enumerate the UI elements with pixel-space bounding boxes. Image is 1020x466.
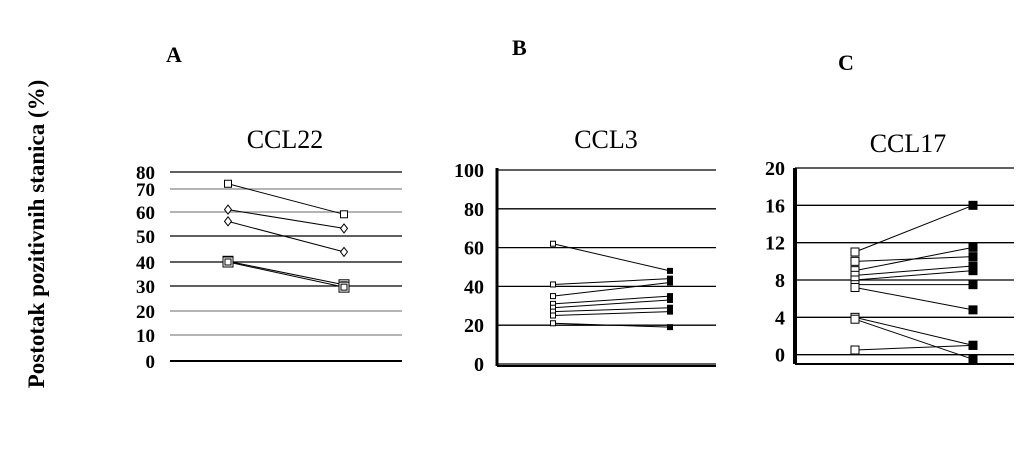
data-point-c (851, 346, 859, 354)
data-point-a (225, 205, 232, 214)
data-point-b (668, 268, 673, 273)
data-point-b (668, 297, 673, 302)
series-line-c (855, 205, 973, 252)
y-tick-label-b: 100 (454, 160, 484, 182)
data-point-c (969, 201, 977, 209)
data-point-a (341, 224, 348, 233)
data-point-b (551, 313, 556, 318)
y-tick-label-c: 0 (775, 345, 785, 367)
data-point-c (969, 243, 977, 251)
data-point-c (851, 315, 859, 323)
data-point-c (851, 283, 859, 291)
chart-panel-b: B CCL3 0 20 40 60 80 100 (454, 35, 716, 376)
series-line-b (553, 296, 670, 304)
series-line-c (855, 345, 973, 350)
data-point-c (969, 281, 977, 289)
data-point-inner-a (341, 284, 347, 290)
panel-label-b: B (512, 35, 527, 60)
data-point-c (969, 253, 977, 261)
data-point-c (851, 257, 859, 265)
chart-title-c: CCL17 (870, 129, 947, 158)
panel-label-a: A (166, 42, 182, 67)
y-tick-label-b: 0 (474, 354, 484, 376)
y-tick-label-a: 0 (146, 352, 156, 373)
panel-label-c: C (838, 50, 854, 75)
y-tick-label-c: 4 (775, 307, 785, 329)
series-line-a (228, 184, 344, 215)
y-tick-label-c: 8 (775, 270, 785, 292)
series-line-a (228, 262, 344, 287)
data-point-b (668, 325, 673, 330)
data-point-c (969, 355, 977, 363)
y-tick-label-b: 20 (464, 315, 484, 337)
y-tick-label-c: 20 (765, 158, 785, 180)
y-tick-label-b: 80 (464, 199, 484, 221)
series-line-c (855, 287, 973, 309)
y-tick-label-a: 80 (136, 163, 155, 184)
series-line-b (553, 308, 670, 312)
plot-area-c: 0 4 8 12 16 20 (765, 158, 1014, 367)
y-tick-label-a: 50 (136, 227, 155, 248)
y-tick-label-c: 16 (765, 195, 785, 217)
series-line-c (855, 319, 973, 359)
data-point-c (969, 306, 977, 314)
chart-title-a: CCL22 (247, 125, 324, 154)
y-tick-label-c: 12 (765, 233, 785, 255)
figure-y-axis-label: Postotak pozitivnih stanica (%) (24, 80, 49, 389)
y-tick-label-a: 20 (136, 302, 155, 323)
series-line-b (553, 283, 670, 297)
data-point-b (668, 309, 673, 314)
data-point-a (341, 211, 348, 218)
data-point-b (551, 294, 556, 299)
data-point-a (225, 180, 232, 187)
chart-title-b: CCL3 (574, 125, 638, 154)
data-point-b (551, 282, 556, 287)
data-point-b (551, 241, 556, 246)
series-line-b (553, 300, 670, 308)
data-point-c (969, 341, 977, 349)
y-tick-label-a: 60 (136, 203, 155, 224)
series-line-c (855, 317, 973, 345)
series-line-c (855, 271, 973, 280)
data-point-a (341, 247, 348, 256)
chart-panel-c: C CCL17 0 4 8 12 16 20 (765, 50, 1014, 367)
y-tick-label-b: 40 (464, 276, 484, 298)
series-line-a (228, 261, 344, 285)
data-point-c (851, 248, 859, 256)
data-point-c (969, 267, 977, 275)
data-point-b (668, 280, 673, 285)
series-line-b (553, 279, 670, 285)
y-tick-label-a: 30 (136, 277, 155, 298)
y-tick-label-a: 40 (136, 253, 155, 274)
y-tick-label-a: 10 (136, 326, 155, 347)
series-line-b (553, 312, 670, 316)
data-point-inner-a (225, 259, 231, 265)
plot-area-b: 0 20 40 60 80 100 (454, 160, 716, 376)
y-tick-label-b: 60 (464, 238, 484, 260)
data-point-b (551, 321, 556, 326)
data-point-a (225, 217, 232, 226)
